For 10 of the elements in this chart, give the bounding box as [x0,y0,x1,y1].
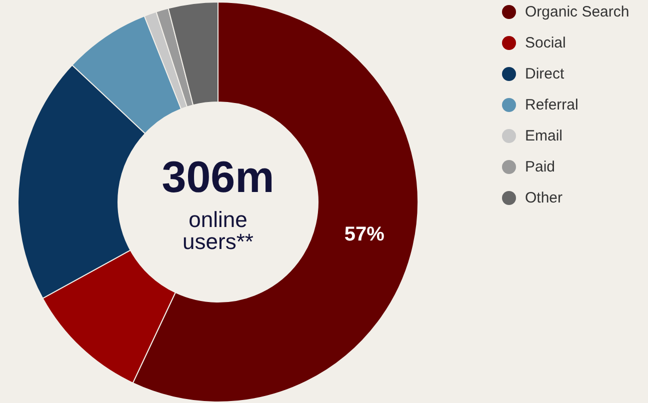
legend-label: Social [525,34,566,52]
data-label: 57% [344,224,385,246]
legend-label: Email [525,128,563,144]
legend-label: Referral [525,96,578,114]
legend-label: Organic Search [525,4,630,20]
legend-label: Paid [525,158,556,176]
legend-label: Other [525,190,563,206]
text: online users** [182,207,254,254]
legend-label: Direct [525,66,565,82]
text: 306m [162,153,274,202]
